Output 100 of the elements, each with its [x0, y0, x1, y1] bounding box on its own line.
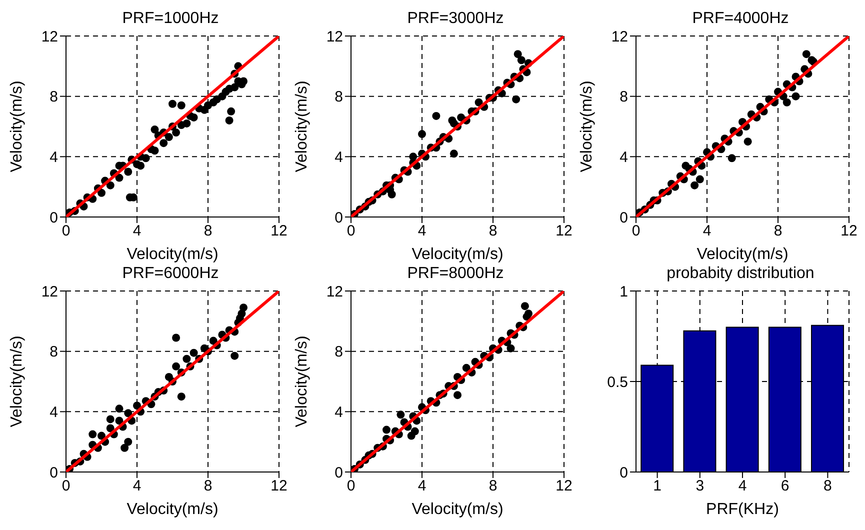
point: [517, 56, 526, 64]
x-tick-label: 8: [204, 478, 212, 495]
y-tick-label: 8: [620, 88, 628, 106]
x-tick-label: 4: [418, 222, 426, 240]
chart-title: probabity distribution: [666, 264, 816, 284]
y-tick-label: 0: [50, 209, 58, 226]
point: [88, 430, 97, 438]
x-tick-label: 0: [346, 478, 356, 495]
y-axis-title: Velocity(m/s): [294, 336, 311, 428]
y-tick-label: 8: [334, 344, 343, 361]
point: [150, 146, 159, 155]
y-tick-label: 0: [620, 464, 628, 482]
x-tick-label: 12: [270, 222, 288, 240]
y-tick-label: 8: [50, 88, 58, 106]
x-axis-title: Velocity(m/s): [412, 501, 504, 518]
y-tick-label: 8: [334, 88, 343, 106]
y-tick-label: 12: [611, 28, 628, 46]
y-axis-title: Velocity(m/s): [8, 336, 26, 428]
x-tick-label: 4: [132, 222, 142, 240]
point: [388, 190, 396, 198]
point: [124, 438, 132, 446]
x-tick-label: 4: [702, 222, 712, 240]
x-tick-label: 4: [418, 478, 426, 495]
point: [744, 138, 752, 146]
x-tick-label: 4: [132, 478, 142, 495]
y-tick-label: 12: [326, 28, 343, 46]
x-tick-label: 0: [346, 222, 356, 240]
y-tick-label: 4: [620, 148, 628, 166]
y-tick-label: 0: [620, 209, 628, 226]
point: [225, 116, 234, 124]
point: [240, 77, 248, 86]
point: [682, 162, 690, 170]
chart-title: PRF=3000Hz: [406, 9, 505, 29]
x-tick-label: 12: [270, 478, 288, 495]
point: [124, 168, 132, 176]
x-tick-label: 0: [632, 222, 640, 240]
y-tick-label: 4: [50, 148, 58, 166]
point: [106, 415, 114, 424]
y-axis-title: Velocity(m/s): [578, 80, 596, 172]
x-tick-label: 8: [488, 222, 498, 240]
point: [120, 444, 129, 452]
y-tick-label: 12: [41, 283, 58, 300]
x-axis-title: Velocity(m/s): [696, 246, 788, 263]
x-tick-label: 12: [556, 222, 572, 240]
point: [98, 432, 106, 440]
x-axis-title: Velocity(m/s): [126, 501, 218, 518]
y-tick-label: 1: [620, 283, 628, 300]
x-tick-label: 8: [774, 222, 782, 240]
x-axis-title: Velocity(m/s): [412, 246, 504, 263]
point: [98, 188, 106, 197]
y-tick-label: 4: [50, 404, 58, 421]
point: [782, 98, 791, 106]
point: [182, 119, 191, 128]
x-tick-label: 3: [696, 478, 704, 495]
point: [454, 391, 462, 400]
point: [240, 304, 248, 312]
point: [792, 92, 800, 100]
point: [524, 310, 532, 318]
y-tick-label: 12: [326, 283, 343, 300]
x-tick-label: 4: [738, 478, 747, 495]
point: [462, 364, 470, 372]
point: [506, 344, 515, 352]
chart-title: PRF=4000Hz: [691, 9, 790, 29]
point: [514, 50, 522, 58]
chart-title: PRF=8000Hz: [406, 264, 505, 284]
point: [177, 101, 186, 110]
x-tick-label: 6: [780, 478, 790, 495]
y-tick-label: 4: [334, 404, 343, 421]
x-axis-title: PRF(KHz): [706, 501, 779, 518]
x-axis-title: Velocity(m/s): [126, 246, 218, 263]
point: [136, 162, 145, 170]
x-tick-label: 0: [62, 478, 70, 495]
point: [142, 154, 150, 162]
y-tick-label: 0: [334, 209, 343, 226]
point: [696, 175, 704, 184]
chart-title: PRF=6000Hz: [121, 264, 220, 284]
point: [450, 150, 458, 158]
x-tick-label: 8: [204, 222, 212, 240]
point: [230, 83, 239, 92]
point: [106, 181, 114, 190]
point: [150, 126, 159, 134]
x-tick-label: 0: [62, 222, 70, 240]
y-tick-label: 12: [41, 28, 58, 46]
point: [164, 133, 173, 142]
point: [512, 95, 520, 104]
point: [106, 424, 114, 432]
y-tick-label: 0: [334, 464, 343, 482]
point: [160, 139, 168, 148]
chart-title: PRF=1000Hz: [121, 9, 220, 29]
point: [133, 402, 141, 410]
point: [190, 113, 198, 122]
point: [115, 404, 124, 413]
x-tick-label: 1: [653, 478, 662, 495]
x-tick-label: 12: [840, 222, 858, 240]
point: [396, 410, 405, 419]
point: [474, 98, 483, 106]
point: [190, 348, 198, 357]
point: [172, 362, 180, 370]
point: [802, 50, 810, 58]
y-tick-label: 0.5: [607, 374, 628, 391]
